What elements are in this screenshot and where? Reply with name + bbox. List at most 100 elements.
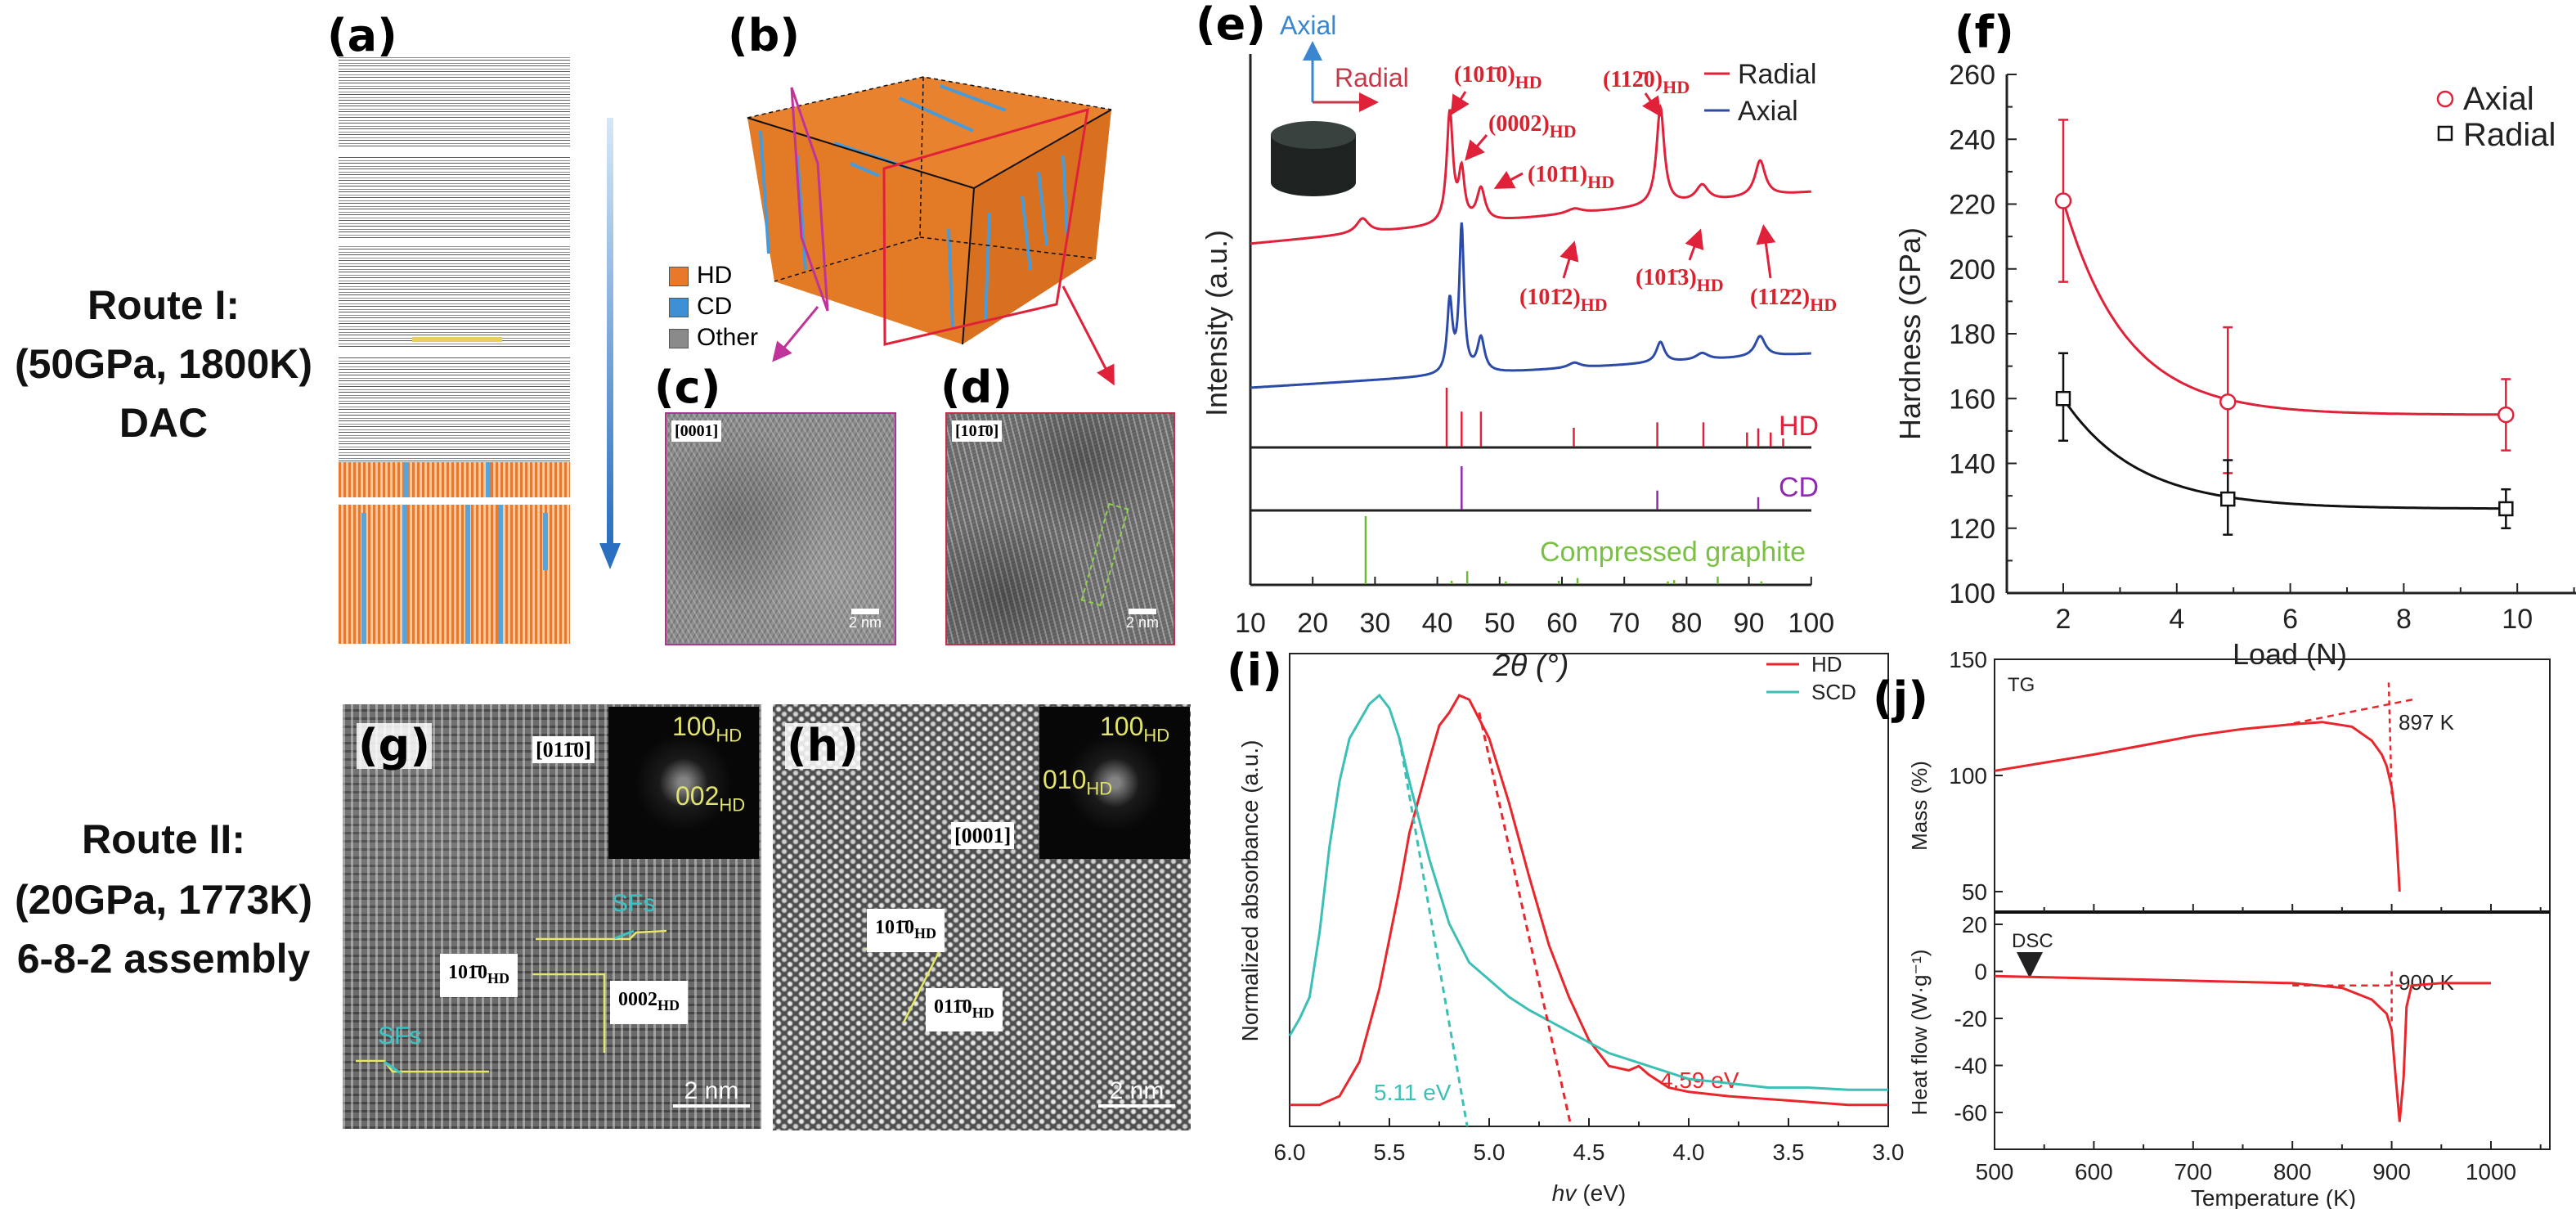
x-axis-label-unit: (eV) <box>1582 1180 1626 1206</box>
x-axis-label: Load (N) <box>2233 637 2347 671</box>
fft-spot-label: 002HD <box>675 781 745 816</box>
peak-sub: HD <box>1663 77 1690 97</box>
scale-bar-label: 2 nm <box>848 614 882 631</box>
route-2-conditions: (20GPa, 1773K) <box>14 877 313 923</box>
x-tick-label: 100 <box>1788 608 1834 639</box>
fit-curve-axial <box>2062 200 2503 416</box>
y-tick-label: 140 <box>1949 449 1995 480</box>
x-tick-label: 5.0 <box>1474 1139 1506 1165</box>
peak-arrow-icon <box>1560 240 1579 279</box>
plot-frame <box>1994 658 2551 1150</box>
peak-index: (101̄2) <box>1519 285 1581 310</box>
x-tick-label: 20 <box>1297 608 1328 639</box>
cd-stripe <box>404 462 409 497</box>
hd-block <box>339 505 570 644</box>
zone-axis-label: [101̄0] <box>952 420 1003 442</box>
slice-plane-d <box>882 107 1089 346</box>
peak-sub: HD <box>1810 294 1837 315</box>
x-tick-label: 6.0 <box>1274 1139 1306 1165</box>
md-simulation-image <box>339 55 570 644</box>
band-gap-label-scd: 5.11 eV <box>1374 1080 1452 1105</box>
layer-gap <box>339 349 570 357</box>
y-axis-label-tg: Mass (%) <box>1907 761 1932 851</box>
peak-label: (0002)HD <box>1488 111 1577 142</box>
fit-curve-radial <box>2062 398 2503 510</box>
x-axis-label: Temperature (K) <box>2191 1185 2356 1209</box>
legend-label-cd: CD <box>697 293 733 320</box>
fft-sub: HD <box>716 725 743 746</box>
y-tick-label: 150 <box>1949 647 1987 672</box>
fft-spot-label: 010HD <box>1043 765 1112 799</box>
plot-frame <box>1289 653 1889 1127</box>
md-cube-diagram <box>747 76 1115 386</box>
panel-label-b: (b) <box>728 10 801 61</box>
scale-bar-label: 2 nm <box>684 1077 739 1104</box>
peak-arrow-icon <box>1450 91 1470 116</box>
peak-sub: HD <box>1697 275 1724 295</box>
inset-radial-label: Radial <box>1335 63 1409 92</box>
fft-inset <box>1039 707 1190 859</box>
peak-sub: HD <box>1550 121 1577 142</box>
peak-arrow-icon <box>1685 228 1704 261</box>
peak-sub: HD <box>1587 172 1614 192</box>
y-tick-label: 260 <box>1949 60 1995 91</box>
panel-label-h: (h) <box>785 720 860 771</box>
tangent-line <box>1398 738 1469 1127</box>
plane-sub: HD <box>972 1004 994 1021</box>
onset-line <box>2387 682 2393 794</box>
fft-index: 002 <box>675 781 720 811</box>
cd-stripe <box>543 513 548 570</box>
route-2-method: 6-8-2 assembly <box>16 936 311 982</box>
y-axis-label-dsc: Heat flow (W·g⁻¹) <box>1907 950 1932 1116</box>
graphite-layers <box>339 55 570 462</box>
fft-index: 010 <box>1043 765 1087 794</box>
plane-sub: HD <box>914 924 936 942</box>
fft-sub: HD <box>1086 778 1113 799</box>
fft-index: 100 <box>672 712 716 741</box>
cd-regions <box>759 84 1069 328</box>
process-arrow-icon <box>599 118 621 569</box>
scale-bar-line <box>1129 609 1156 614</box>
fft-sub: HD <box>719 794 746 816</box>
fft-spot-label: 100HD <box>672 712 742 746</box>
layer-gap <box>339 149 570 157</box>
peak-index: (0002) <box>1488 111 1550 137</box>
peak-label: (112̄2)HD <box>1750 285 1837 315</box>
x-tick-label: 8 <box>2396 604 2412 635</box>
x-tick-label: 50 <box>1484 608 1515 639</box>
onset-label-tg: 897 K <box>2399 710 2455 735</box>
x-tick-label: 10 <box>1235 608 1266 639</box>
sample-cylinder-icon <box>1271 121 1356 196</box>
scale-bar-line <box>673 1104 750 1108</box>
panel-label-c: (c) <box>654 362 721 413</box>
route-2-title: Route II: <box>82 816 245 862</box>
nucleus-region <box>412 337 502 342</box>
legend-label-radial: Radial <box>2463 117 2556 153</box>
plane-label: 101̄0HD <box>867 909 945 952</box>
y-tick-label: 160 <box>1949 384 1995 415</box>
x-tick-label: 900 <box>2372 1159 2411 1184</box>
x-tick-label: 3.5 <box>1773 1139 1805 1165</box>
x-tick-label: 30 <box>1359 608 1390 639</box>
tangent-line <box>2282 698 2417 727</box>
data-point-axial <box>2219 393 2237 411</box>
fft-spot-label: 100HD <box>1100 712 1169 746</box>
stacking-fault-label: SFs <box>612 890 656 917</box>
hrtem-image-c: [0001] 2 nm <box>665 412 896 645</box>
panel-label-e: (e) <box>1196 0 1266 50</box>
y-tick-label: 20 <box>1962 912 1987 937</box>
scale-bar-line <box>851 609 879 614</box>
legend-marker-radial <box>2437 125 2453 142</box>
arrow-to-d-icon <box>1061 285 1115 386</box>
y-tick-label: 120 <box>1949 514 1995 545</box>
legend-label-hd: HD <box>1811 652 1842 676</box>
subplot-label-tg: TG <box>2008 674 2035 696</box>
cube-hidden-edges <box>747 76 1112 282</box>
hrtem-image-g <box>343 704 761 1129</box>
stacking-fault-markers <box>384 929 635 1075</box>
peak-index: (112̄2) <box>1750 285 1810 310</box>
layer-gap <box>339 239 570 245</box>
y-tick-label: -60 <box>1954 1100 1987 1126</box>
y-tick-label: 100 <box>1949 763 1987 789</box>
peak-index: (101̄3) <box>1636 265 1697 290</box>
